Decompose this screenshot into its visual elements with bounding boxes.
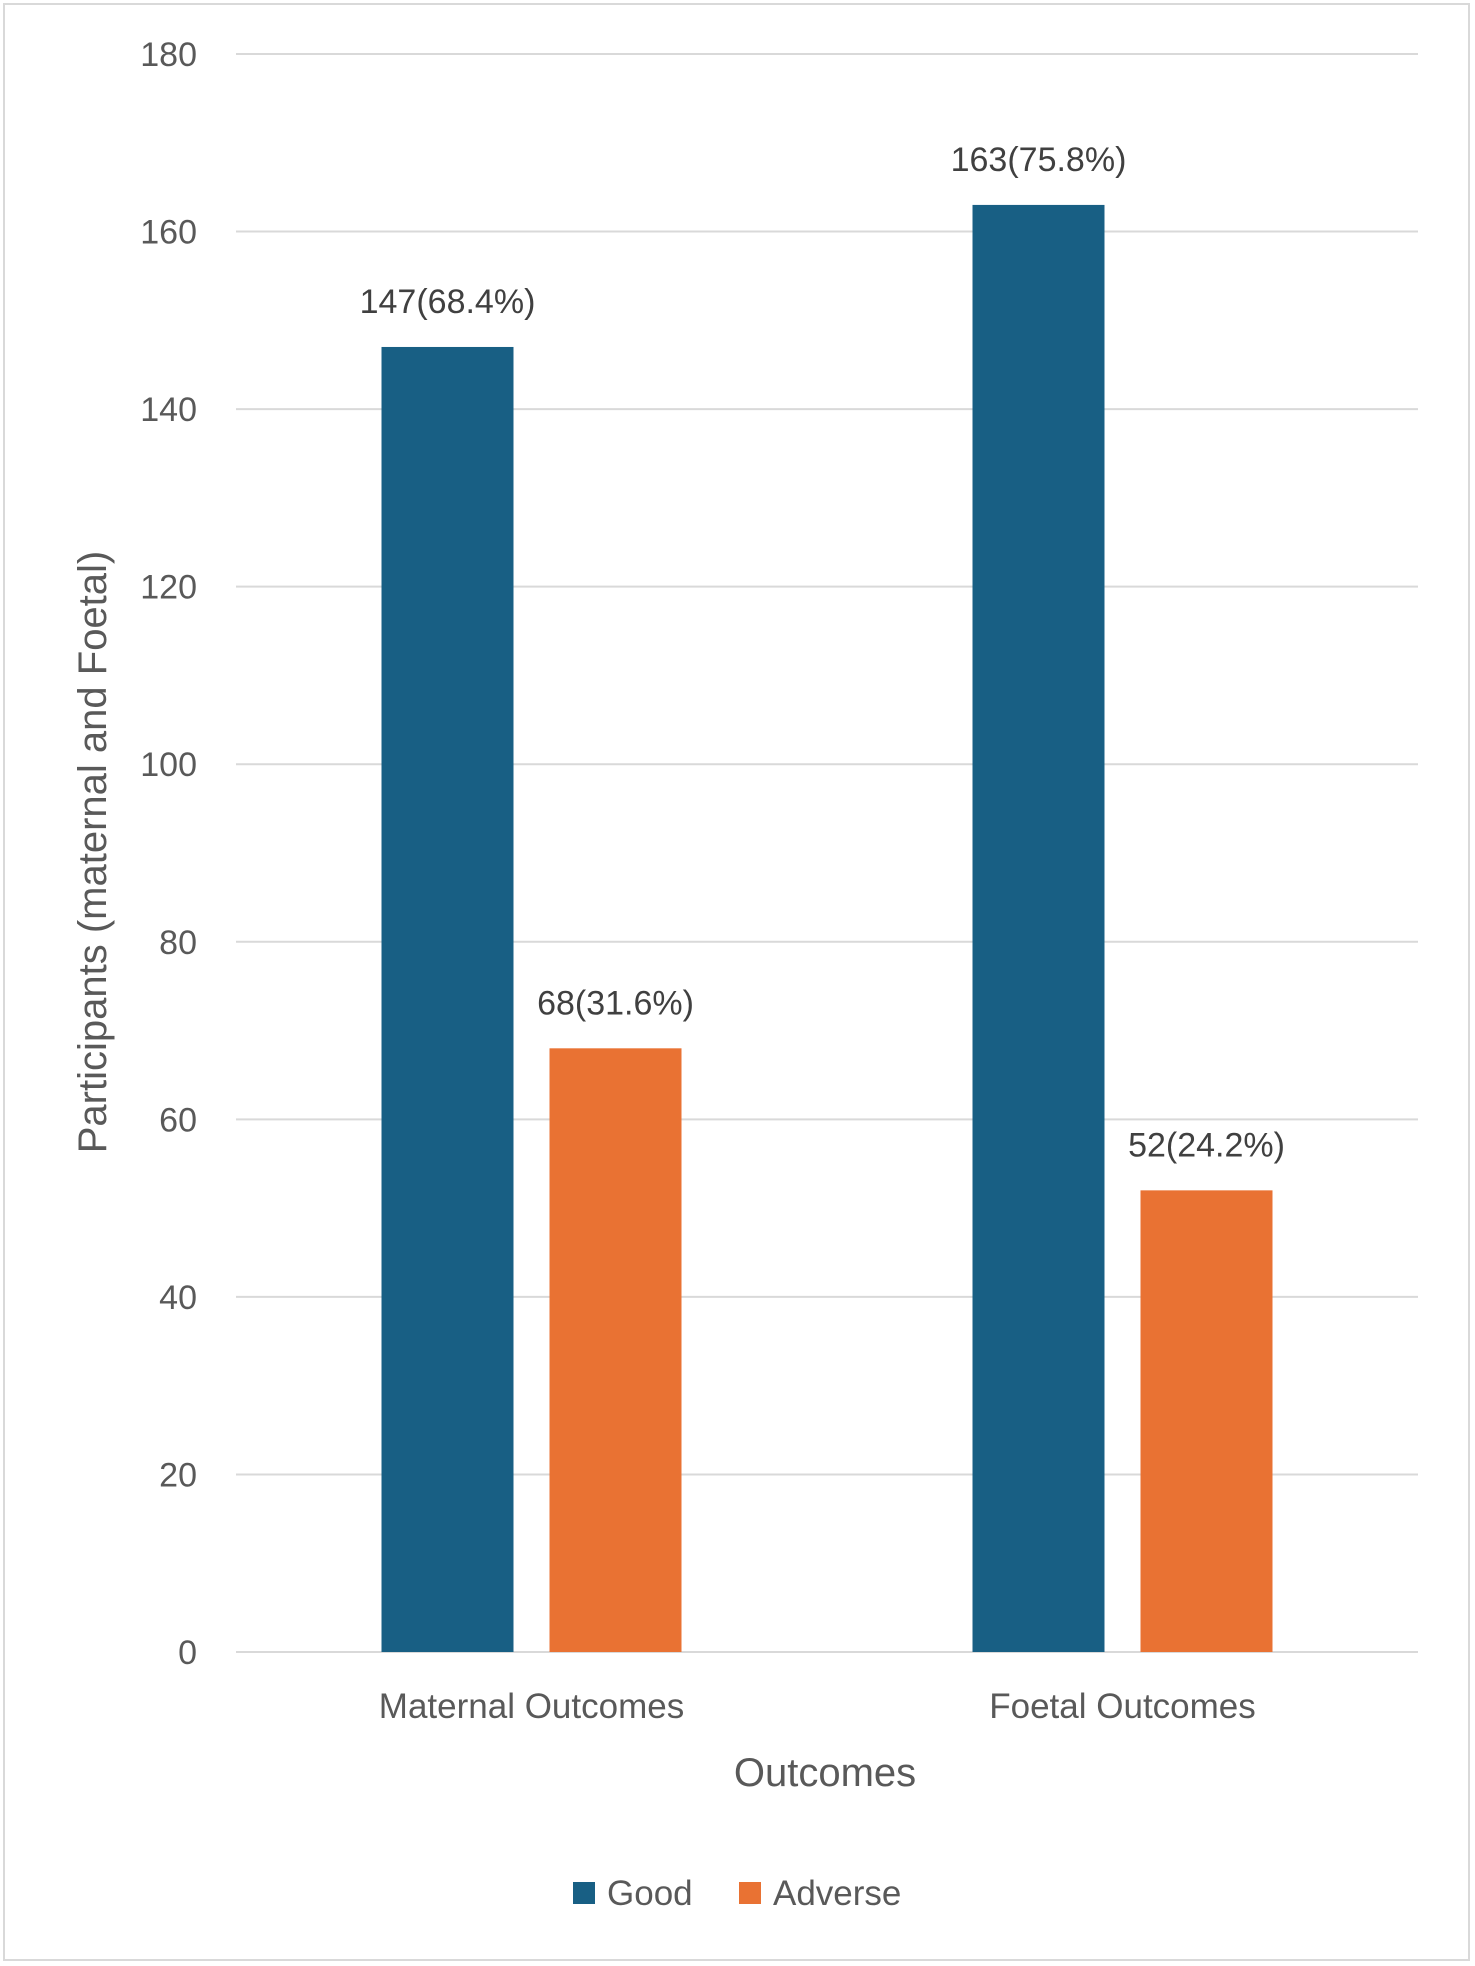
data-label: 68(31.6%) [537, 984, 694, 1022]
x-axis-categories: Maternal Outcomes Foetal Outcomes [379, 1687, 1256, 1726]
x-category-label: Maternal Outcomes [379, 1687, 684, 1726]
y-tick-label: 20 [159, 1456, 197, 1494]
y-tick-label: 140 [140, 391, 197, 429]
bars [381, 204, 1273, 1652]
y-tick-label: 40 [159, 1279, 197, 1317]
y-tick-label: 60 [159, 1101, 197, 1139]
x-axis-title: Outcomes [734, 1751, 916, 1795]
y-tick-label: 0 [178, 1634, 197, 1672]
y-tick-label: 100 [140, 746, 197, 784]
data-labels: 147(68.4%) 68(31.6%) 163(75.8%) 52(24.2%) [360, 141, 1285, 1164]
legend-swatch-adverse [739, 1882, 761, 1904]
data-label: 52(24.2%) [1128, 1126, 1285, 1164]
bar-adverse-1 [549, 1048, 682, 1652]
legend: Good Adverse [573, 1874, 901, 1913]
legend-label-good: Good [607, 1874, 693, 1913]
x-category-label: Foetal Outcomes [989, 1687, 1256, 1726]
data-label: 147(68.4%) [360, 283, 536, 321]
legend-swatch-good [573, 1882, 595, 1904]
y-tick-label: 80 [159, 924, 197, 962]
y-tick-label: 120 [140, 569, 197, 607]
legend-label-adverse: Adverse [773, 1874, 901, 1913]
y-tick-label: 180 [140, 36, 197, 74]
bar-good-1 [381, 346, 514, 1652]
y-tick-label: 160 [140, 214, 197, 252]
bar-adverse-2 [1140, 1190, 1273, 1652]
bar-good-2 [972, 204, 1105, 1652]
y-axis-ticks: 0 20 40 60 80 100 120 140 160 180 [140, 36, 197, 1672]
data-label: 163(75.8%) [951, 141, 1127, 179]
y-axis-title: Participants (maternal and Foetal) [71, 551, 115, 1154]
